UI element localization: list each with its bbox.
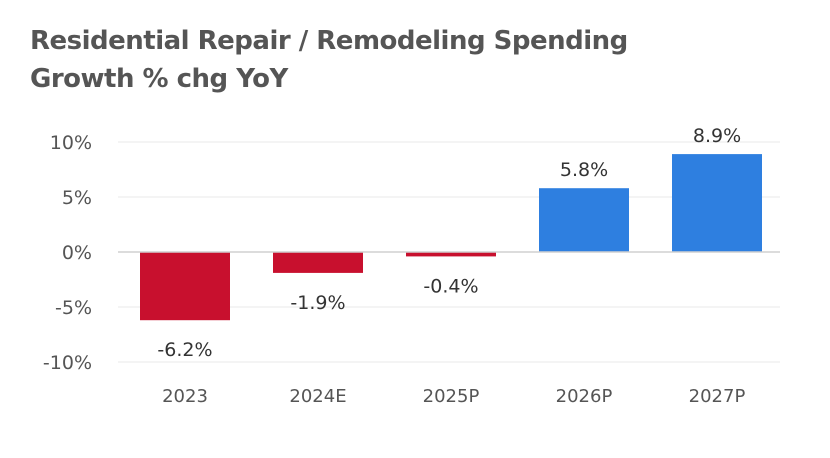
bar	[140, 252, 230, 321]
chart-title: Residential Repair / Remodeling Spending…	[30, 22, 628, 98]
title-line: Residential Repair / Remodeling Spending	[30, 26, 628, 56]
subtitle-line: Growth % chg YoY	[30, 64, 288, 94]
y-tick-label: 10%	[50, 132, 92, 154]
x-tick-label: 2025P	[423, 386, 480, 407]
data-label: 8.9%	[693, 125, 741, 147]
y-tick-label: 0%	[62, 242, 92, 264]
data-label: -6.2%	[157, 339, 212, 361]
y-tick-label: 5%	[62, 187, 92, 209]
x-tick-label: 2027P	[689, 386, 746, 407]
y-tick-label: -10%	[43, 352, 92, 374]
y-tick-label: -5%	[55, 297, 92, 319]
x-tick-label: 2024E	[289, 386, 346, 407]
x-tick-label: 2023	[162, 386, 208, 407]
bar	[672, 154, 762, 252]
x-tick-label: 2026P	[556, 386, 613, 407]
bar	[406, 252, 496, 257]
bar	[539, 188, 629, 252]
data-label: 5.8%	[560, 159, 608, 181]
data-label: -1.9%	[290, 292, 345, 314]
data-label: -0.4%	[423, 275, 478, 297]
bar	[273, 252, 363, 273]
